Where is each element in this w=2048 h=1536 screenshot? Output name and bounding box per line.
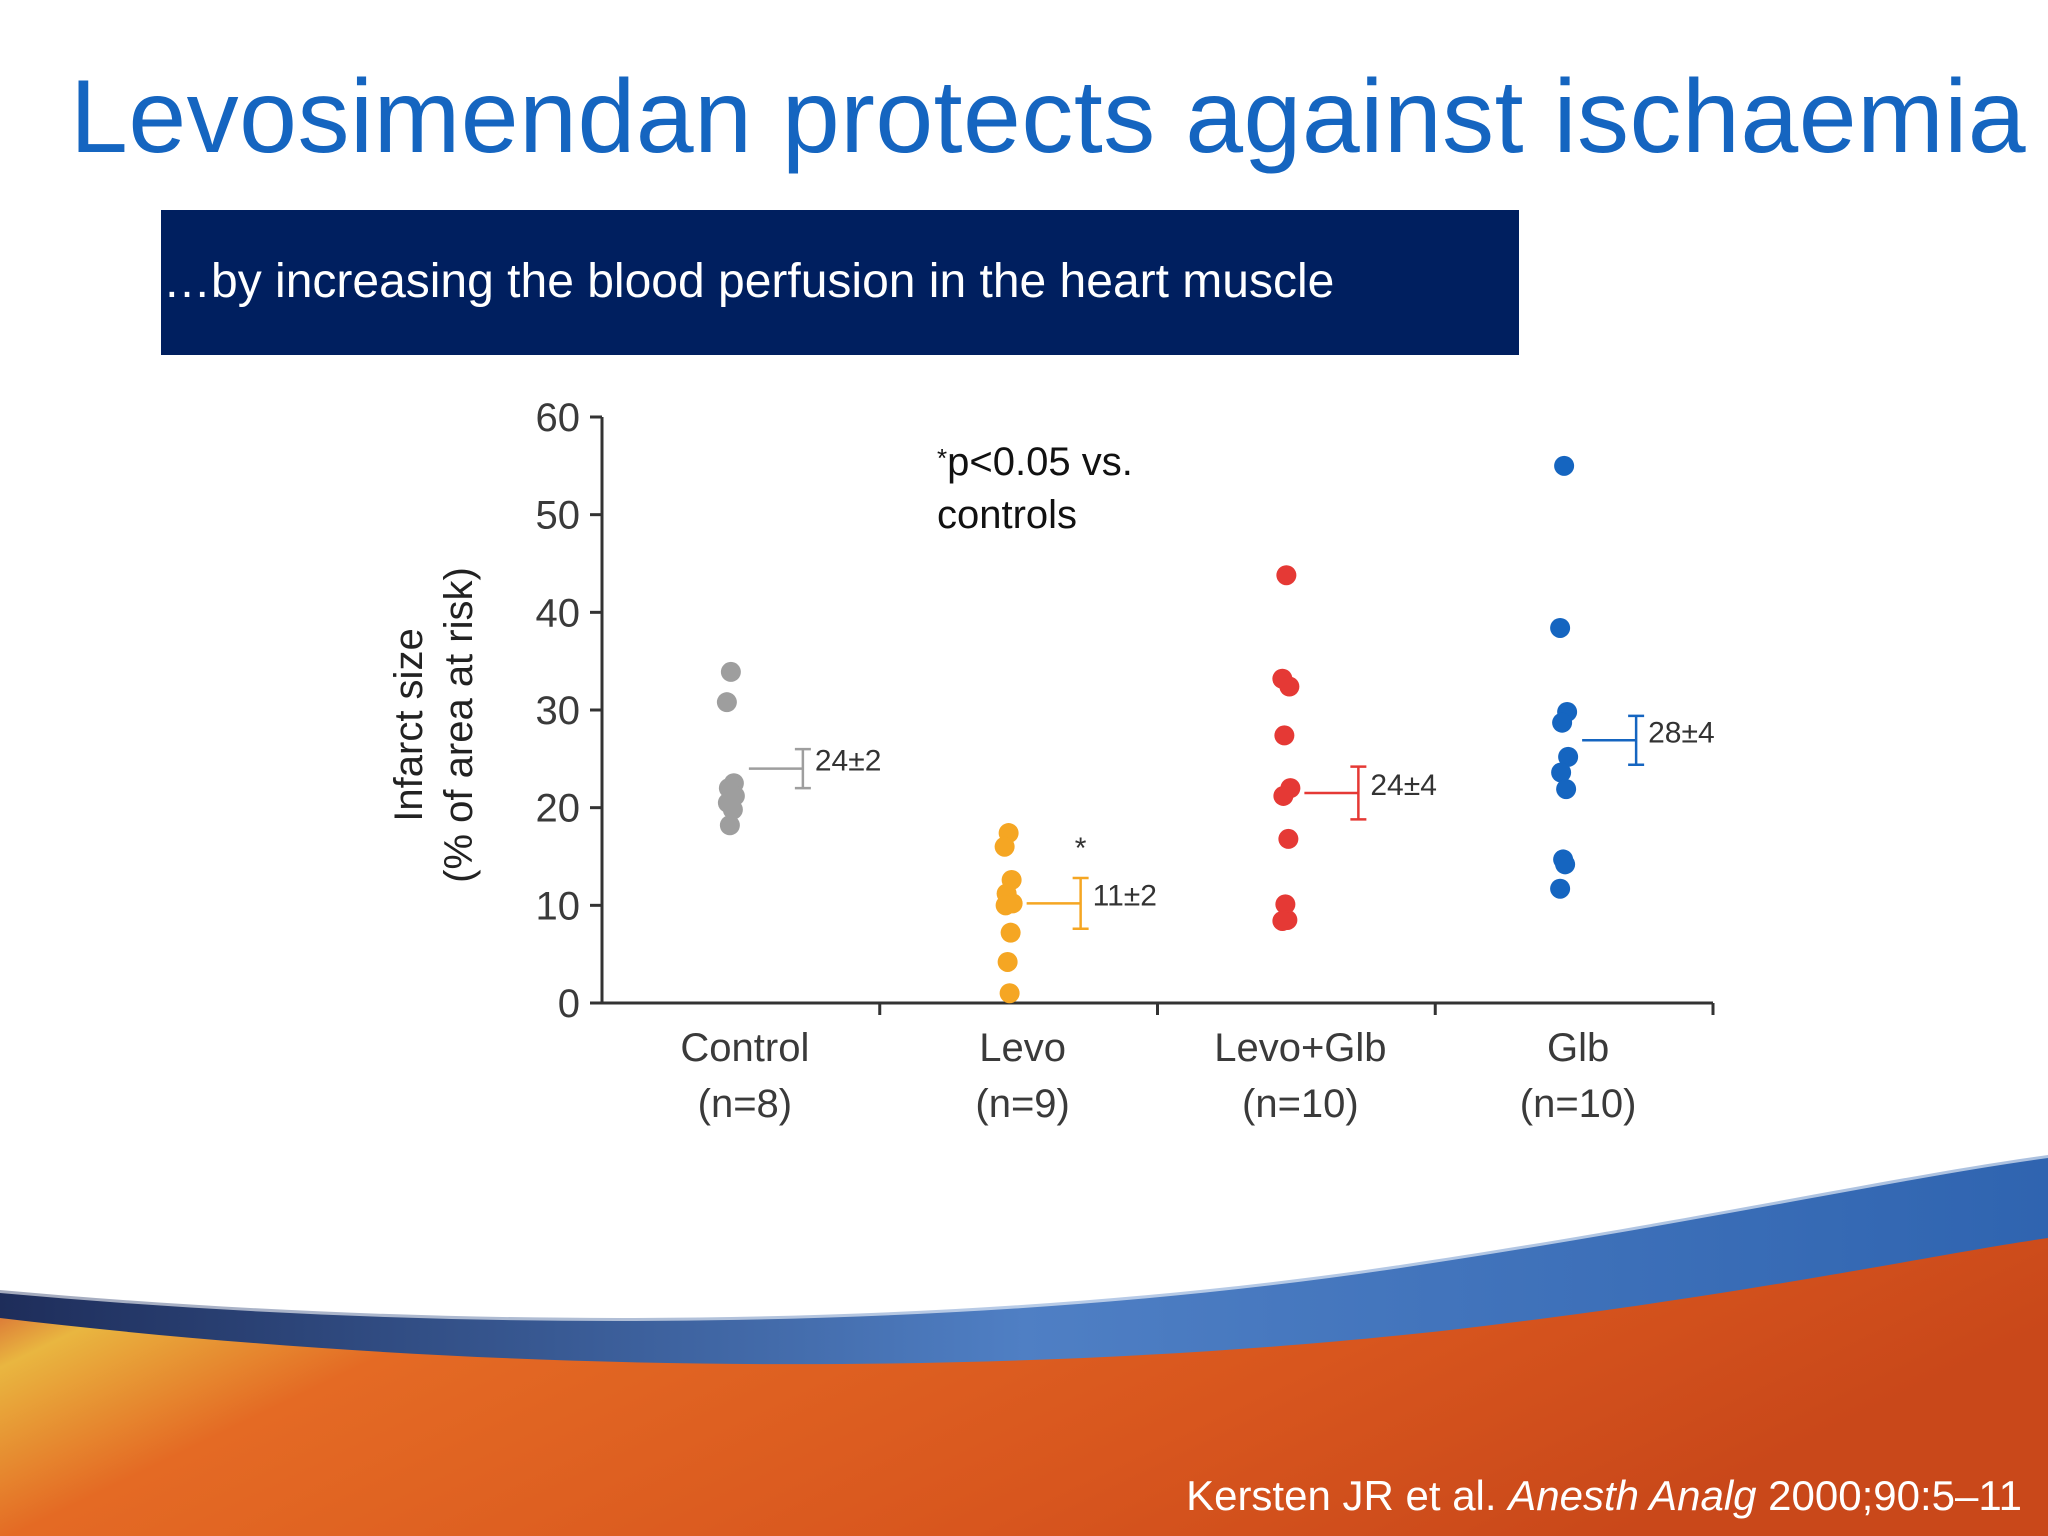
- summary-label-levo-glb: 24±4: [1370, 769, 1437, 802]
- slide-title: Levosimendan protects against ischaemia: [70, 59, 2027, 175]
- data-point-levo: [994, 836, 1015, 857]
- data-point-levo: [997, 951, 1018, 972]
- y-axis-title-line2: (% of area at risk): [437, 567, 481, 883]
- subtitle-banner: …by increasing the blood perfusion in th…: [161, 210, 1519, 355]
- data-point-control: [716, 692, 737, 713]
- data-point-levo-glb: [1274, 725, 1295, 746]
- y-tick-label: 20: [536, 787, 581, 831]
- category-n-label-levo-glb: (n=10): [1242, 1082, 1359, 1126]
- category-label-glb: Glb: [1547, 1026, 1609, 1070]
- y-tick-label: 50: [536, 494, 581, 538]
- significance-note-line1: *p<0.05 vs.: [937, 440, 1133, 484]
- y-tick-label: 10: [536, 884, 581, 928]
- summary-label-glb: 28±4: [1648, 716, 1715, 749]
- data-point-levo: [999, 983, 1020, 1004]
- data-point-levo-glb: [1273, 785, 1294, 806]
- chart-axes: 0 10 20 30 40 50 60 Control (n=8) Levo (n=9) Levo+G…: [536, 396, 1715, 1126]
- summary-label-control: 24±2: [815, 745, 882, 778]
- data-point-levo: [995, 895, 1016, 916]
- y-tick-label: 40: [536, 591, 581, 635]
- data-point-glb: [1550, 878, 1571, 899]
- citation-journal: Anesth Analg: [1508, 1472, 1757, 1519]
- category-n-label-glb: (n=10): [1520, 1082, 1637, 1126]
- category-n-label-levo: (n=9): [975, 1082, 1070, 1126]
- significance-note-text: p<0.05 vs.: [947, 440, 1133, 484]
- data-point-levo: [1000, 922, 1021, 943]
- data-point-control: [719, 815, 740, 836]
- significance-marker-levo: *: [1075, 832, 1087, 865]
- y-tick-label: 60: [536, 396, 581, 440]
- subtitle-text: …by increasing the blood perfusion in th…: [163, 255, 1335, 308]
- summary-label-levo: 11±2: [1093, 879, 1157, 912]
- category-label-control: Control: [680, 1026, 809, 1070]
- y-axis-title-line1: Infarct size: [387, 628, 431, 821]
- data-point-glb: [1550, 617, 1571, 638]
- data-point-glb: [1558, 746, 1579, 767]
- y-tick-label: 0: [558, 982, 580, 1026]
- data-point-control: [720, 661, 741, 682]
- citation: Kersten JR et al. Anesth Analg 2000;90:5…: [1186, 1472, 2022, 1520]
- category-label-levo-glb: Levo+Glb: [1214, 1026, 1386, 1070]
- category-n-label-control: (n=8): [698, 1082, 793, 1126]
- data-point-control: [722, 799, 743, 820]
- data-point-glb: [1552, 712, 1573, 733]
- y-tick-label: 30: [536, 689, 581, 733]
- chart-marks: 24±2 11±2* 24±4 28±4: [716, 455, 1715, 1004]
- data-point-levo-glb: [1272, 910, 1293, 931]
- data-point-levo-glb: [1276, 565, 1297, 586]
- data-point-glb: [1551, 762, 1572, 783]
- data-point-glb: [1554, 455, 1575, 476]
- significance-note-star: *: [937, 443, 947, 473]
- data-point-glb: [1556, 779, 1577, 800]
- data-point-levo-glb: [1275, 894, 1296, 915]
- data-point-levo-glb: [1279, 676, 1300, 697]
- category-label-levo: Levo: [979, 1026, 1066, 1070]
- data-point-levo-glb: [1278, 828, 1299, 849]
- data-point-glb: [1555, 854, 1576, 875]
- significance-note-line2: controls: [937, 493, 1077, 537]
- citation-authors: Kersten JR et al.: [1186, 1472, 1509, 1519]
- citation-details: 2000;90:5–11: [1756, 1472, 2022, 1519]
